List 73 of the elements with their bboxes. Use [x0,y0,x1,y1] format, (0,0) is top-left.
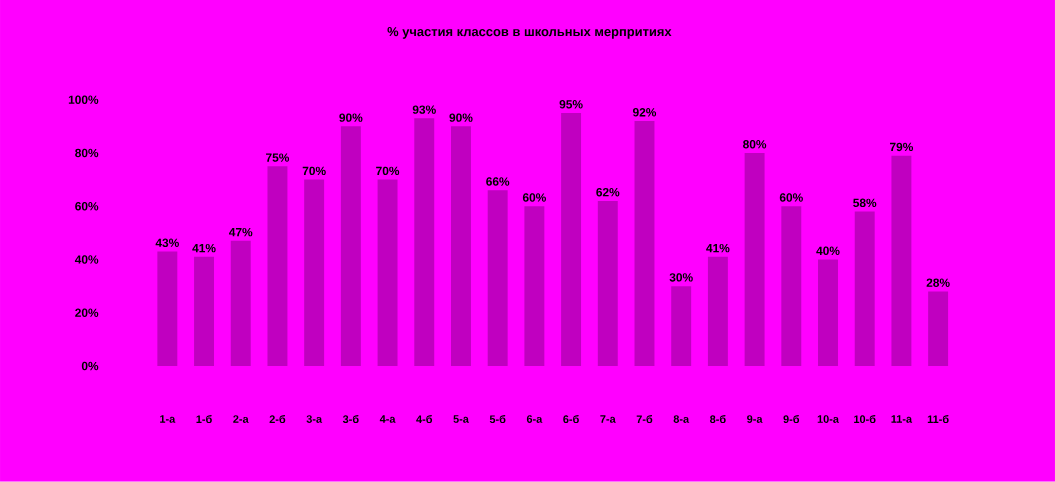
y-tick-label: 80% [75,148,99,158]
data-label: 60% [779,193,803,202]
y-tick-label: 40% [74,255,99,264]
data-label: 93% [412,105,436,114]
data-label: 41% [192,244,216,253]
bar [891,155,912,367]
bar [267,166,288,367]
x-tick-label: 2-а [233,415,249,424]
bar [854,211,875,367]
bar [524,206,545,367]
data-label: 79% [889,142,914,152]
bar [450,126,471,367]
x-tick-label: 3-б [342,415,359,424]
data-label: 40% [816,246,840,256]
data-label: 58% [853,198,877,208]
x-tick-label: 1-а [160,415,176,423]
x-tick-label: 7-а [600,415,616,423]
x-tick-label: 8-б [710,415,726,424]
data-label: 70% [302,166,326,176]
data-label: 90% [449,113,473,122]
x-tick-label: 8-а [673,415,690,424]
x-tick-label: 2-б [269,415,286,424]
x-tick-label: 3-а [306,415,323,424]
data-label: 47% [229,228,253,237]
data-label: 30% [669,273,693,282]
data-label: 28% [926,278,950,288]
bar [561,113,582,367]
bar [634,121,655,367]
x-tick-label: 11-а [891,415,913,423]
bar [230,241,251,367]
data-label: 60% [522,193,546,202]
x-tick-label: 9-а [747,415,763,424]
x-tick-label: 5-б [489,415,506,424]
bar [818,259,838,367]
x-tick-label: 6-б [563,415,579,424]
bar [487,190,508,367]
bar [781,206,802,367]
bar [928,291,949,367]
bar [157,251,178,367]
data-label: 90% [339,113,363,122]
x-tick-label: 9-б [783,415,800,424]
data-label: 95% [559,100,583,109]
y-tick-label: 100% [68,95,99,105]
data-label: 75% [266,153,290,162]
bar [414,118,435,367]
bar [340,126,361,367]
data-label: 62% [596,188,620,197]
bar [671,286,692,367]
x-tick-label: 11-б [927,415,949,424]
x-tick-label: 5-а [453,415,469,423]
x-tick-label: 6-а [526,415,543,424]
chart-title: % участия классов в школьных мерпритиях [387,27,672,39]
data-label: 70% [376,166,400,176]
bar [597,201,618,367]
bar [194,256,215,367]
x-tick-label: 10-а [817,415,839,424]
x-tick-label: 1-б [196,415,212,424]
data-label: 66% [486,177,510,186]
x-tick-label: 7-б [636,415,653,424]
data-label: 43% [155,238,179,248]
bar [707,256,728,367]
bar [304,179,325,367]
bar [744,153,765,367]
y-tick-label: 20% [75,308,99,318]
data-label: 41% [706,244,730,253]
bar [377,179,398,367]
x-tick-label: 4-б [416,415,433,424]
data-label: 80% [743,140,767,149]
x-tick-label: 4-а [379,415,396,423]
data-label: 92% [632,108,657,117]
y-tick-label: 60% [75,202,99,211]
y-tick-label: 0% [81,361,99,371]
x-tick-label: 10-б [854,415,876,424]
